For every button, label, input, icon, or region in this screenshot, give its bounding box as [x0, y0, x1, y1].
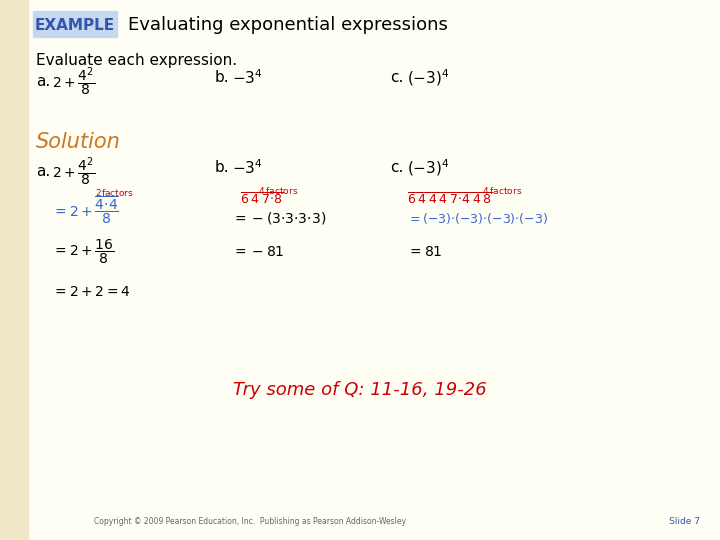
Text: Copyright © 2009 Pearson Education, Inc.  Publishing as Pearson Addison-Wesley: Copyright © 2009 Pearson Education, Inc.… — [94, 517, 406, 526]
Text: $\overline{6\:4\:7{\cdot}8}$: $\overline{6\:4\:7{\cdot}8}$ — [240, 192, 283, 208]
Text: $-3^{4}$: $-3^{4}$ — [232, 69, 263, 87]
Text: $=-(3{\cdot}3{\cdot}3{\cdot}3)$: $=-(3{\cdot}3{\cdot}3{\cdot}3)$ — [232, 210, 326, 226]
Text: $-3^{4}$: $-3^{4}$ — [232, 159, 263, 177]
Text: $4\:\mathrm{factors}$: $4\:\mathrm{factors}$ — [258, 185, 298, 195]
Text: $4\:\mathrm{factors}$: $4\:\mathrm{factors}$ — [482, 185, 522, 195]
Text: $=2+\dfrac{\overline{4{\cdot}4}}{8}$: $=2+\dfrac{\overline{4{\cdot}4}}{8}$ — [52, 194, 119, 226]
Text: $2+\dfrac{4^{2}}{8}$: $2+\dfrac{4^{2}}{8}$ — [52, 65, 96, 98]
Text: a.: a. — [36, 165, 50, 179]
Text: $2\!\:\mathrm{factors}$: $2\!\:\mathrm{factors}$ — [95, 187, 134, 199]
Text: EXAMPLE: EXAMPLE — [35, 17, 115, 32]
Text: $=-81$: $=-81$ — [232, 245, 284, 259]
Text: Evaluate each expression.: Evaluate each expression. — [36, 52, 237, 68]
Text: a.: a. — [36, 75, 50, 90]
Text: $(-3)^{4}$: $(-3)^{4}$ — [407, 68, 450, 89]
Text: $=(-3){\cdot}(-3){\cdot}(-3){\cdot}(-3)$: $=(-3){\cdot}(-3){\cdot}(-3){\cdot}(-3)$ — [407, 211, 548, 226]
FancyBboxPatch shape — [33, 11, 117, 37]
Bar — [0, 0, 28, 540]
Text: c.: c. — [390, 160, 403, 176]
Text: b.: b. — [215, 71, 230, 85]
Text: Solution: Solution — [36, 132, 121, 152]
Text: c.: c. — [390, 71, 403, 85]
Text: $(-3)^{4}$: $(-3)^{4}$ — [407, 158, 450, 178]
Text: $=81$: $=81$ — [407, 245, 443, 259]
Text: $2+\dfrac{4^{2}}{8}$: $2+\dfrac{4^{2}}{8}$ — [52, 156, 96, 188]
Text: $=2+2=4$: $=2+2=4$ — [52, 285, 131, 299]
Text: Slide 7: Slide 7 — [669, 517, 700, 526]
Text: Try some of Q: 11-16, 19-26: Try some of Q: 11-16, 19-26 — [233, 381, 487, 399]
Text: Evaluating exponential expressions: Evaluating exponential expressions — [128, 16, 448, 34]
Text: b.: b. — [215, 160, 230, 176]
Text: $\overline{6\:4\:4\:4\:7{\cdot}4\:4\:8}$: $\overline{6\:4\:4\:4\:7{\cdot}4\:4\:8}$ — [407, 192, 492, 208]
Text: $=2+\dfrac{16}{8}$: $=2+\dfrac{16}{8}$ — [52, 238, 114, 266]
